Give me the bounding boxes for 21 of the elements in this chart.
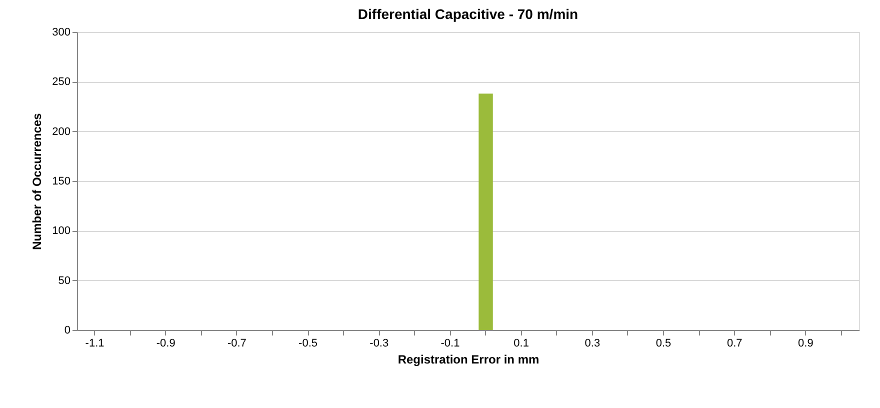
x-tick-label: -1.1 <box>85 338 104 350</box>
y-axis-title: Number of Occurrences <box>30 112 44 250</box>
y-tick-label: 0 <box>64 324 70 336</box>
chart-title: Differential Capacitive - 70 m/min <box>358 6 578 22</box>
x-tick-label: -0.9 <box>156 338 176 350</box>
x-tick-label: 0.1 <box>514 338 529 350</box>
x-tick-label: 0.3 <box>584 338 600 350</box>
y-tick-label: 250 <box>52 76 70 88</box>
y-tick-label: 100 <box>52 225 70 238</box>
y-tick-label: 200 <box>52 126 70 138</box>
x-tick-label: -0.7 <box>227 338 246 350</box>
x-tick-label: 0.5 <box>656 338 672 350</box>
x-tick-label: -0.5 <box>298 338 318 350</box>
x-tick-label: -0.3 <box>370 338 389 350</box>
y-tick-label: 50 <box>58 274 70 287</box>
x-tick-label: 0.7 <box>726 338 742 350</box>
x-tick-label: 0.9 <box>798 338 814 350</box>
x-tick-label: -0.1 <box>440 338 460 350</box>
x-axis-title: Registration Error in mm <box>398 352 540 366</box>
y-tick-label: 150 <box>52 176 70 188</box>
y-tick-label: 300 <box>52 26 70 38</box>
